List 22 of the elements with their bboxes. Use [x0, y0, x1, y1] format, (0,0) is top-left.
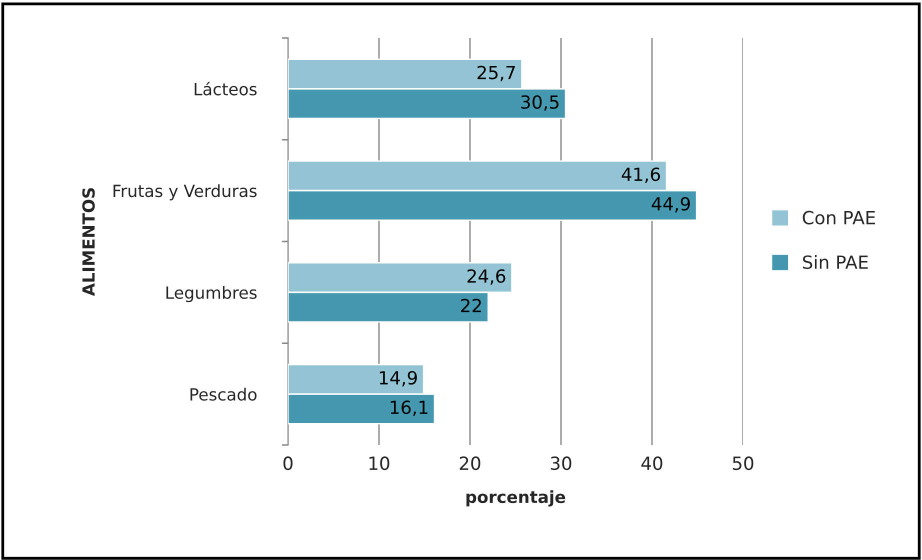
data-label: 22: [461, 298, 481, 312]
x-tick-label: 40: [641, 456, 662, 470]
x-tick-label: 10: [369, 456, 390, 470]
data-label: 30,5: [521, 95, 559, 111]
y-tick-label: Lácteos: [194, 82, 257, 96]
y-tick-label: Frutas y Verduras: [114, 184, 257, 200]
data-label: 41,6: [622, 167, 660, 183]
data-label: 44,9: [652, 196, 690, 212]
data-label: 24,6: [468, 269, 506, 285]
legend-label: Con PAE: [802, 210, 875, 224]
x-tick-label: 50: [732, 456, 754, 470]
x-axis-title: porcentaje: [466, 490, 566, 507]
data-label: 25,7: [478, 66, 515, 82]
y-tick-label: Pescado: [190, 388, 257, 401]
data-label: 16,1: [390, 400, 428, 416]
legend-label: Sin PAE: [802, 255, 868, 270]
x-tick-label: 0: [283, 456, 293, 470]
x-tick-label: 30: [550, 456, 572, 470]
data-label: 14,9: [380, 370, 417, 386]
y-tick-label: Legumbres: [166, 286, 257, 302]
y-axis-title: ALIMENTOS: [82, 188, 95, 296]
x-tick-label: 20: [460, 456, 480, 470]
